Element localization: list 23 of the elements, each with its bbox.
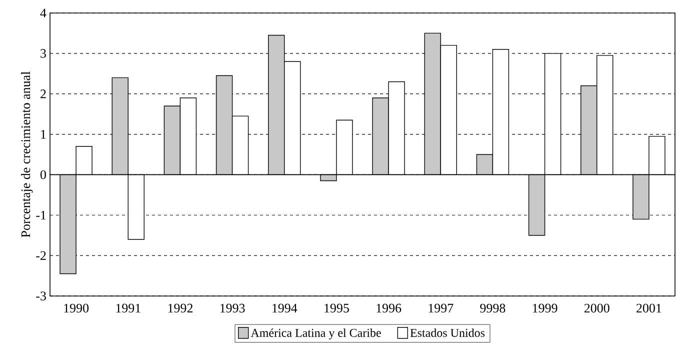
x-tick-label: 1993	[220, 304, 245, 313]
x-tick-label: 1992	[168, 304, 192, 313]
y-tick-label: -3	[36, 292, 46, 300]
x-tick-label: 1995	[324, 304, 349, 313]
x-tick-label: 2000	[584, 304, 610, 313]
x-tick-label: 1991	[116, 304, 140, 313]
y-tick-label: -2	[36, 251, 46, 260]
legend-label: América Latina y el Caribe	[250, 328, 381, 340]
x-tick-label: 1997	[428, 304, 454, 313]
x-tick-label: 1990	[64, 304, 89, 313]
y-tick-label: 1	[41, 130, 46, 139]
y-tick-label: 0	[40, 170, 46, 180]
y-tick-label: 4	[40, 8, 46, 18]
y-tick-label: -1	[36, 210, 46, 220]
x-tick-label: 2001	[636, 304, 662, 313]
y-tick-label: 3	[40, 49, 46, 58]
legend-label: Estados Unidos	[410, 328, 485, 337]
x-tick-label: 1994	[272, 304, 298, 313]
x-tick-label: 9998	[480, 304, 506, 313]
x-tick-label: 1996	[376, 304, 402, 313]
y-tick-label: 2	[40, 90, 46, 98]
y-axis-title: Porcentaje de crecimiento anual	[20, 72, 33, 238]
x-tick-label: 1999	[532, 304, 558, 313]
